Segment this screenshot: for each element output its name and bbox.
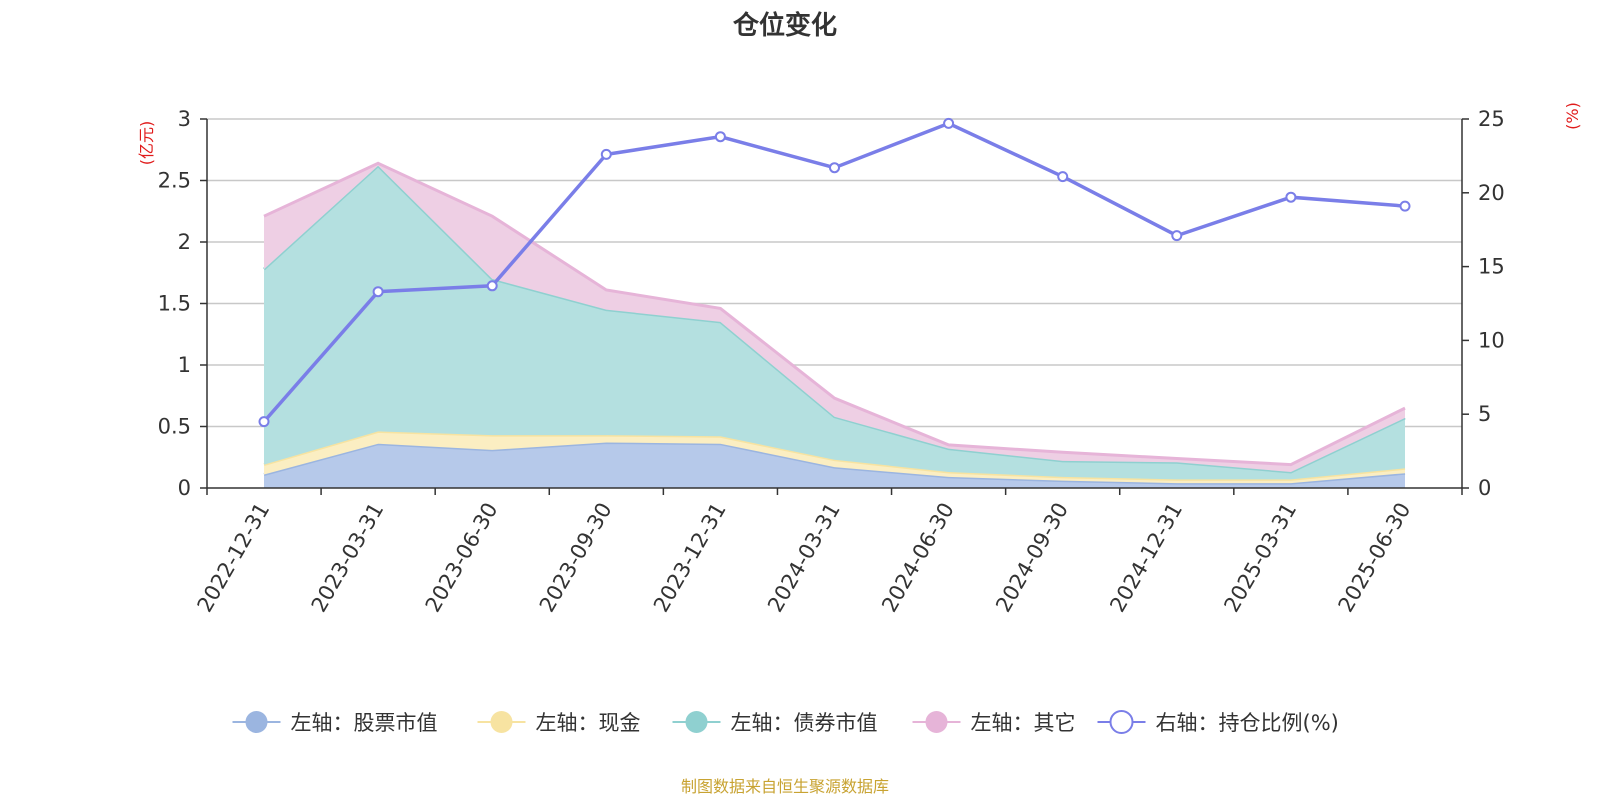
x-axis-tick-label: 2024-06-30	[877, 499, 959, 617]
right-axis-tick-label: 25	[1478, 107, 1505, 131]
legend-label: 左轴：其它	[971, 711, 1076, 735]
ratio-point	[943, 117, 955, 129]
ratio-point	[1399, 200, 1411, 212]
legend-marker	[925, 711, 948, 733]
ratio-point	[372, 286, 384, 298]
ratio-point	[1171, 230, 1183, 242]
ratio-point	[486, 280, 498, 292]
legend-item[interactable]: 左轴：现金	[477, 711, 641, 735]
left-axis-tick-label: 2.5	[158, 169, 191, 193]
right-axis-tick-label: 10	[1478, 328, 1505, 352]
left-axis-tick-label: 0.5	[158, 415, 191, 439]
area-左轴：债券市值	[264, 165, 1405, 480]
x-axis-tick-label: 2023-09-30	[535, 499, 617, 617]
x-axis-tick-label: 2023-12-31	[649, 499, 731, 617]
ratio-point	[714, 131, 726, 143]
right-axis-unit: (%)	[1563, 102, 1582, 130]
ratio-point	[1057, 171, 1069, 183]
x-axis-tick-label: 2025-03-31	[1219, 499, 1301, 617]
area-左轴：现金	[264, 431, 1405, 484]
legend-label: 左轴：股票市值	[291, 711, 438, 735]
left-axis-tick-label: 1	[178, 353, 191, 377]
legend-item[interactable]: 右轴：持仓比例(%)	[1097, 710, 1339, 735]
legend-marker	[490, 711, 513, 733]
legend-marker	[1109, 710, 1134, 734]
left-axis-tick-label: 3	[178, 107, 191, 131]
area-左轴：股票市值	[264, 442, 1405, 488]
legend: 左轴：股票市值 左轴：现金 左轴：债券市值 左轴：其它 右轴：持仓比例(%)	[232, 710, 1339, 735]
x-axis-tick-label: 2024-12-31	[1105, 499, 1187, 617]
area-左轴：其它	[264, 163, 1405, 473]
legend-marker	[685, 711, 708, 733]
stacked-areas	[262, 161, 1406, 488]
chart-title: 仓位变化	[732, 10, 837, 41]
x-axis-tick-label: 2024-09-30	[991, 499, 1073, 617]
ratio-point	[600, 148, 612, 160]
left-axis-tick-label: 1.5	[158, 292, 191, 316]
legend-item[interactable]: 左轴：股票市值	[232, 711, 438, 735]
legend-label: 右轴：持仓比例(%)	[1156, 711, 1339, 735]
left-axis-unit: (亿元)	[137, 121, 156, 166]
ratio-line	[258, 117, 1411, 428]
left-axis-tick-label: 2	[178, 230, 191, 254]
x-axis-tick-label: 2023-03-31	[307, 499, 389, 617]
legend-item[interactable]: 左轴：债券市值	[672, 711, 878, 735]
right-axis-tick-label: 0	[1478, 476, 1491, 500]
legend-label: 左轴：现金	[536, 711, 641, 735]
x-axis-tick-label: 2022-12-31	[193, 499, 275, 617]
right-axis-tick-label: 20	[1478, 181, 1505, 205]
area-edge-左轴：其它	[263, 161, 1406, 467]
right-axis-tick-label: 15	[1478, 255, 1505, 279]
data-source-note: 制图数据来自恒生聚源数据库	[681, 777, 889, 796]
ratio-point	[1285, 191, 1297, 203]
legend-marker	[245, 711, 268, 733]
right-axis-tick-label: 5	[1478, 402, 1491, 426]
left-axis-tick-label: 0	[178, 476, 191, 500]
legend-item[interactable]: 左轴：其它	[912, 711, 1076, 735]
x-axis-tick-label: 2025-06-30	[1334, 499, 1416, 617]
x-axis-tick-label: 2023-06-30	[421, 499, 503, 617]
ratio-point	[829, 162, 840, 174]
legend-label: 左轴：债券市值	[731, 711, 878, 735]
ratio-point	[258, 416, 270, 428]
x-axis-tick-label: 2024-03-31	[763, 499, 845, 617]
